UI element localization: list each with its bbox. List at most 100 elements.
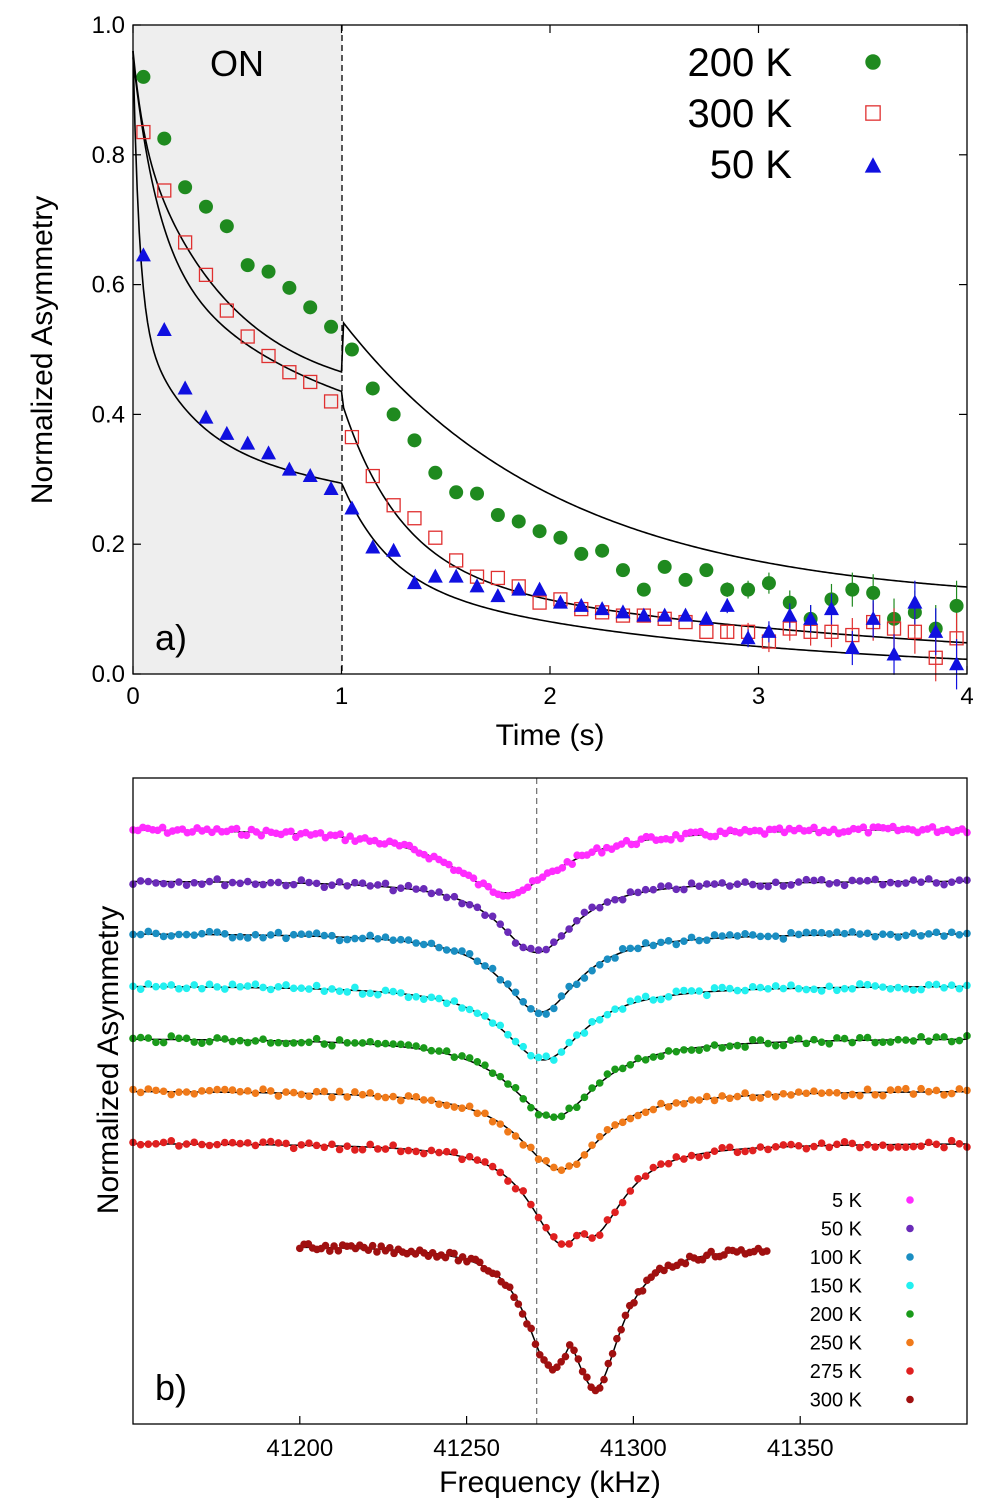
data-point xyxy=(493,1270,501,1278)
data-point xyxy=(695,882,704,891)
data-point xyxy=(182,930,191,939)
data-point xyxy=(580,1093,589,1102)
data-point xyxy=(450,1249,458,1258)
data-point xyxy=(810,823,818,832)
data-point xyxy=(351,1088,359,1096)
data-point xyxy=(303,374,318,390)
data-point xyxy=(787,981,795,989)
data-point xyxy=(198,1140,206,1149)
data-point xyxy=(550,1113,558,1122)
data-point xyxy=(450,1053,459,1061)
data-point xyxy=(496,1021,505,1030)
data-point xyxy=(710,1041,719,1049)
data-point xyxy=(442,1047,451,1055)
data-point xyxy=(198,929,206,938)
data-point xyxy=(680,1046,688,1054)
data-point xyxy=(618,1118,627,1127)
data-point xyxy=(289,1144,298,1153)
legend-label: 50 K xyxy=(821,1219,863,1241)
data-point xyxy=(321,1241,330,1250)
data-point xyxy=(373,1248,381,1256)
data-point xyxy=(703,1092,711,1101)
data-point xyxy=(565,1341,574,1349)
data-point xyxy=(626,1187,635,1195)
data-point xyxy=(794,930,803,939)
data-point xyxy=(213,1034,221,1042)
data-point xyxy=(615,563,630,578)
data-point xyxy=(764,882,772,891)
data-point xyxy=(527,1200,535,1209)
series-300k xyxy=(296,1240,771,1395)
data-point xyxy=(641,1108,650,1117)
data-point xyxy=(159,982,168,991)
data-point xyxy=(542,1052,550,1060)
data-point xyxy=(787,928,795,937)
data-point xyxy=(557,992,566,1000)
data-point xyxy=(901,1143,910,1151)
data-point xyxy=(175,985,183,993)
data-point xyxy=(343,1038,352,1047)
data-point xyxy=(428,465,443,480)
data-point xyxy=(458,1155,466,1164)
data-point xyxy=(334,1247,343,1255)
data-point xyxy=(588,903,596,912)
data-point xyxy=(542,945,550,954)
data-point xyxy=(427,889,436,898)
data-point xyxy=(351,1146,359,1154)
data-point xyxy=(924,1037,933,1045)
data-point xyxy=(542,1156,550,1165)
data-point xyxy=(879,1091,887,1100)
data-point xyxy=(152,1086,160,1095)
data-point xyxy=(741,1089,749,1097)
data-point xyxy=(657,882,665,890)
data-point xyxy=(733,880,742,888)
data-point xyxy=(802,985,811,994)
data-point xyxy=(940,1033,948,1041)
data-point xyxy=(261,348,276,364)
data-point xyxy=(412,939,420,947)
data-point xyxy=(412,993,420,1001)
data-point xyxy=(389,987,397,996)
data-point xyxy=(386,407,401,422)
data-point xyxy=(626,944,635,953)
data-point xyxy=(756,882,765,891)
data-point xyxy=(595,1384,604,1392)
data-point xyxy=(611,1208,619,1217)
data-point xyxy=(374,1092,382,1101)
data-point xyxy=(907,624,923,639)
data-point xyxy=(621,1311,630,1320)
data-point xyxy=(886,878,895,887)
data-point xyxy=(787,1036,795,1044)
panel-a-ticks: 0 1 2 3 4 0.0 0.2 0.4 0.6 0.8 1.0 xyxy=(92,12,974,710)
data-point xyxy=(550,1004,558,1013)
data-point xyxy=(167,880,176,889)
data-point xyxy=(932,1033,941,1041)
data-point xyxy=(595,1079,604,1087)
data-point xyxy=(358,1039,367,1047)
data-point xyxy=(374,881,382,889)
data-point xyxy=(316,829,325,837)
data-point xyxy=(909,876,918,884)
data-point xyxy=(289,930,298,939)
data-point xyxy=(297,1038,306,1047)
data-point xyxy=(335,1145,344,1154)
data-point xyxy=(428,530,443,545)
data-point xyxy=(756,1143,765,1151)
data-point xyxy=(519,1141,528,1149)
data-point xyxy=(266,878,275,887)
data-point xyxy=(219,219,234,234)
data-point xyxy=(664,937,673,945)
data-point xyxy=(523,883,532,892)
data-point xyxy=(228,878,237,887)
data-point xyxy=(703,936,711,945)
legend-marker-300k xyxy=(865,105,881,121)
data-point xyxy=(718,879,726,887)
panel-b-xlabel: Frequency (kHz) xyxy=(439,1466,661,1499)
data-point xyxy=(741,582,756,597)
data-point xyxy=(748,931,757,939)
data-point xyxy=(707,1247,715,1256)
x-tick-label: 2 xyxy=(543,683,556,710)
data-point xyxy=(542,1223,550,1232)
data-point xyxy=(552,594,568,609)
data-point xyxy=(618,895,627,904)
